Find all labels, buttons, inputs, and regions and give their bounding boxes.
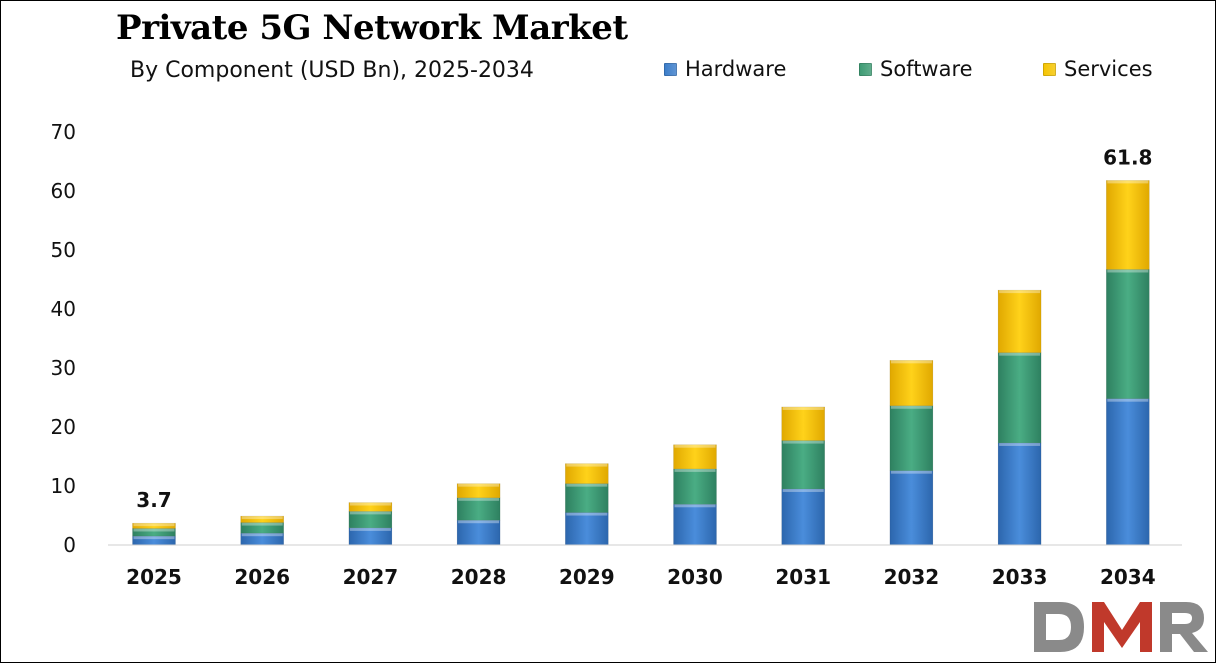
bar-bevel-services-2032	[890, 360, 932, 364]
bar-services-2031	[781, 406, 826, 441]
x-tick-label-2032: 2032	[884, 565, 940, 589]
bar-hardware-2030	[673, 503, 717, 546]
x-tick-label-2025: 2025	[126, 565, 182, 589]
bar-bevel-software-2027	[349, 511, 391, 515]
bar-services-2025	[132, 522, 176, 529]
y-tick-label: 60	[51, 179, 76, 203]
bar-bevel-services-2028	[458, 483, 500, 487]
y-tick-label: 40	[51, 297, 76, 321]
bar-software-2032	[889, 405, 934, 471]
bar-bevel-hardware-2034	[1107, 398, 1149, 402]
bar-hardware-2032	[889, 470, 934, 546]
bar-bevel-hardware-2030	[674, 504, 716, 508]
legend-swatch-hardware	[664, 62, 677, 76]
y-tick-label: 50	[51, 238, 76, 262]
chart-subtitle: By Component (USD Bn), 2025-2034	[130, 58, 534, 83]
y-tick-label: 30	[51, 356, 76, 380]
legend-label-services: Services	[1064, 57, 1153, 81]
bar-services-2030	[673, 444, 717, 470]
bar-hardware-2031	[781, 488, 826, 546]
x-tick-label-2027: 2027	[343, 565, 399, 589]
y-tick-label: 10	[51, 474, 76, 498]
bar-bevel-services-2031	[782, 406, 824, 410]
legend-label-hardware: Hardware	[685, 57, 787, 81]
bar-bevel-software-2029	[566, 483, 608, 487]
bar-bevel-software-2032	[890, 405, 932, 409]
bar-bevel-services-2026	[241, 516, 283, 520]
bar-bevel-services-2027	[349, 502, 391, 506]
x-tick-label-2026: 2026	[234, 565, 290, 589]
bar-software-2033	[997, 352, 1042, 444]
bar-services-2029	[564, 463, 609, 484]
bars-group	[132, 180, 1150, 546]
legend-label-software: Software	[880, 57, 973, 81]
bar-services-2033	[997, 289, 1042, 353]
bar-hardware-2034	[1106, 398, 1150, 546]
bar-software-2030	[673, 468, 717, 505]
bar-bevel-services-2034	[1107, 180, 1149, 184]
bar-bevel-services-2025	[133, 523, 175, 527]
total-label-2025: 3.7	[136, 488, 171, 512]
legend-item-services: Services	[1043, 57, 1153, 81]
bar-bevel-hardware-2028	[458, 520, 500, 524]
bar-services-2032	[889, 360, 934, 407]
bar-services-2027	[348, 502, 393, 512]
y-tick-label: 0	[63, 533, 76, 557]
legend-swatch-services	[1043, 62, 1056, 76]
bar-software-2028	[456, 497, 501, 521]
bar-bevel-software-2031	[782, 440, 824, 444]
legend-item-software: Software	[859, 57, 973, 81]
x-tick-label-2029: 2029	[559, 565, 615, 589]
legend-swatch-software	[859, 62, 872, 76]
bar-bevel-hardware-2033	[999, 442, 1041, 446]
y-tick-label: 70	[51, 120, 76, 144]
bar-bevel-software-2026	[241, 522, 283, 526]
bar-bevel-services-2030	[674, 444, 716, 448]
bar-bevel-hardware-2029	[566, 512, 608, 516]
bar-bevel-hardware-2032	[890, 470, 932, 474]
bar-bevel-hardware-2026	[241, 533, 283, 537]
bar-bevel-software-2025	[133, 528, 175, 532]
bar-bevel-software-2034	[1107, 269, 1149, 273]
bar-software-2031	[781, 440, 826, 490]
bar-bevel-software-2033	[999, 352, 1041, 356]
data-labels: 3.7 61.8	[136, 145, 1152, 512]
bar-services-2028	[456, 483, 501, 499]
bar-bevel-software-2030	[674, 468, 716, 472]
bar-software-2029	[564, 483, 609, 513]
x-tick-label-2034: 2034	[1100, 565, 1156, 589]
y-tick-label: 20	[51, 415, 76, 439]
bar-bevel-hardware-2031	[782, 488, 824, 492]
bar-bevel-hardware-2025	[133, 536, 175, 540]
total-label-2034: 61.8	[1103, 145, 1152, 169]
x-tick-label-2031: 2031	[775, 565, 831, 589]
x-tick-label-2028: 2028	[451, 565, 507, 589]
bar-bevel-services-2033	[999, 290, 1041, 294]
bar-services-2034	[1106, 180, 1150, 270]
y-axis: 0 10 20 30 40 50 60 70	[51, 120, 76, 557]
bar-software-2034	[1106, 269, 1150, 399]
chart-title: Private 5G Network Market	[116, 8, 628, 48]
dmr-logo	[1034, 602, 1208, 652]
x-tick-label-2030: 2030	[667, 565, 723, 589]
bar-bevel-hardware-2027	[349, 527, 391, 531]
bar-hardware-2028	[456, 519, 501, 546]
legend-item-hardware: Hardware	[664, 57, 786, 81]
x-axis: 2025 2026 2027 2028 2029 2030 2031 2032 2033 2034	[126, 565, 1155, 589]
x-tick-label-2033: 2033	[992, 565, 1048, 589]
bar-bevel-services-2029	[566, 463, 608, 467]
bar-services-2026	[240, 515, 284, 523]
bar-hardware-2033	[997, 442, 1042, 546]
bar-hardware-2029	[564, 512, 609, 546]
bar-bevel-software-2028	[458, 497, 500, 501]
